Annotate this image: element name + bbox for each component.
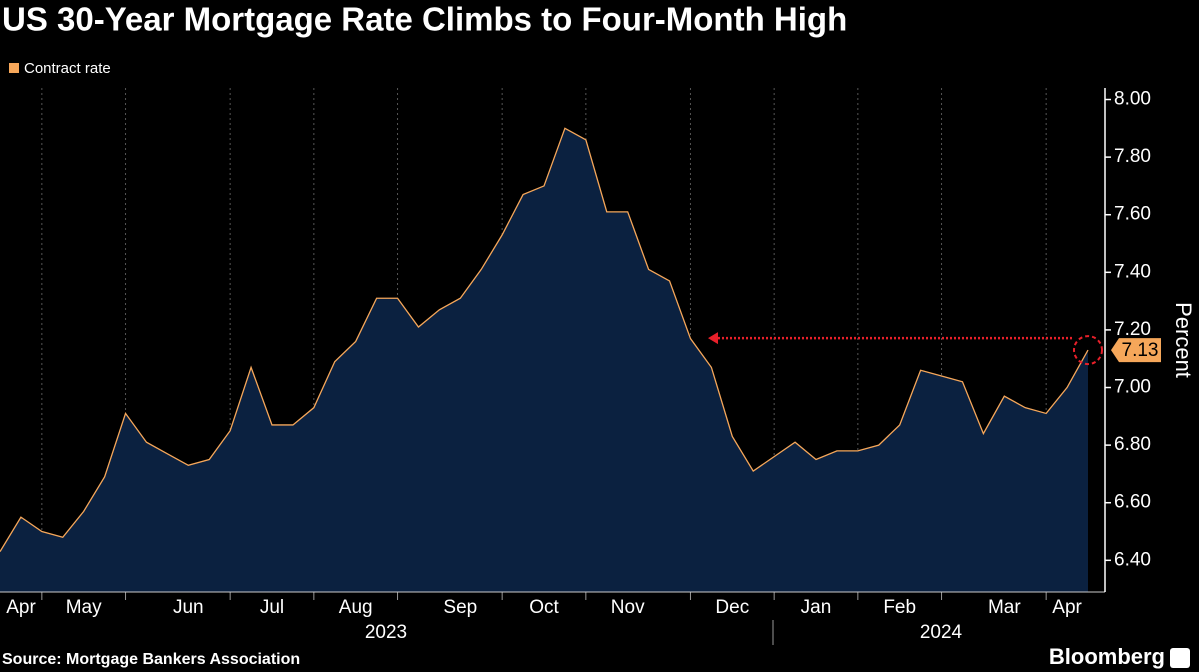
y-tick-label: 7.60 — [1114, 204, 1151, 225]
y-tick-label: 7.40 — [1114, 261, 1151, 282]
brand: Bloomberg — [1049, 644, 1165, 669]
area — [0, 128, 1088, 592]
y-tick-label: 6.60 — [1114, 492, 1151, 513]
legend-label: Contract rate — [24, 60, 111, 77]
legend-swatch — [9, 63, 19, 73]
x-tick-label: Nov — [611, 597, 645, 618]
x-tick-label: Aug — [339, 597, 373, 618]
y-tick-label: 7.20 — [1114, 319, 1151, 340]
x-tick-label: May — [66, 597, 102, 618]
x-tick-label: Jan — [801, 597, 832, 618]
source: Source: Mortgage Bankers Association — [2, 651, 300, 668]
x-tick-label: Feb — [883, 597, 916, 618]
y-tick-label: 7.00 — [1114, 377, 1151, 398]
x-tick-label: Jun — [173, 597, 204, 618]
chart-title: US 30-Year Mortgage Rate Climbs to Four-… — [2, 1, 847, 38]
highlight-circle — [1073, 335, 1103, 366]
year-label: 2024 — [920, 622, 963, 643]
value-label: 7.13 — [1122, 340, 1159, 361]
y-tick-label: 8.00 — [1114, 89, 1151, 110]
y-tick-label: 6.40 — [1114, 549, 1151, 570]
x-tick-label: Dec — [715, 597, 749, 618]
year-label: 2023 — [365, 622, 407, 643]
x-tick-label: Mar — [988, 597, 1021, 618]
brand-icon — [1170, 648, 1190, 668]
y-tick-label: 7.80 — [1114, 146, 1151, 167]
x-tick-label: Apr — [1052, 597, 1082, 618]
x-tick-label: Sep — [443, 597, 477, 618]
arrow-head — [708, 332, 718, 345]
x-tick-label: Apr — [6, 597, 36, 618]
y-tick-label: 6.80 — [1114, 434, 1151, 455]
x-tick-label: Oct — [529, 597, 559, 618]
y-axis-label: Percent — [1171, 302, 1196, 378]
line — [0, 127, 1089, 553]
value-tag — [1111, 338, 1161, 363]
x-tick-label: Jul — [260, 597, 284, 618]
